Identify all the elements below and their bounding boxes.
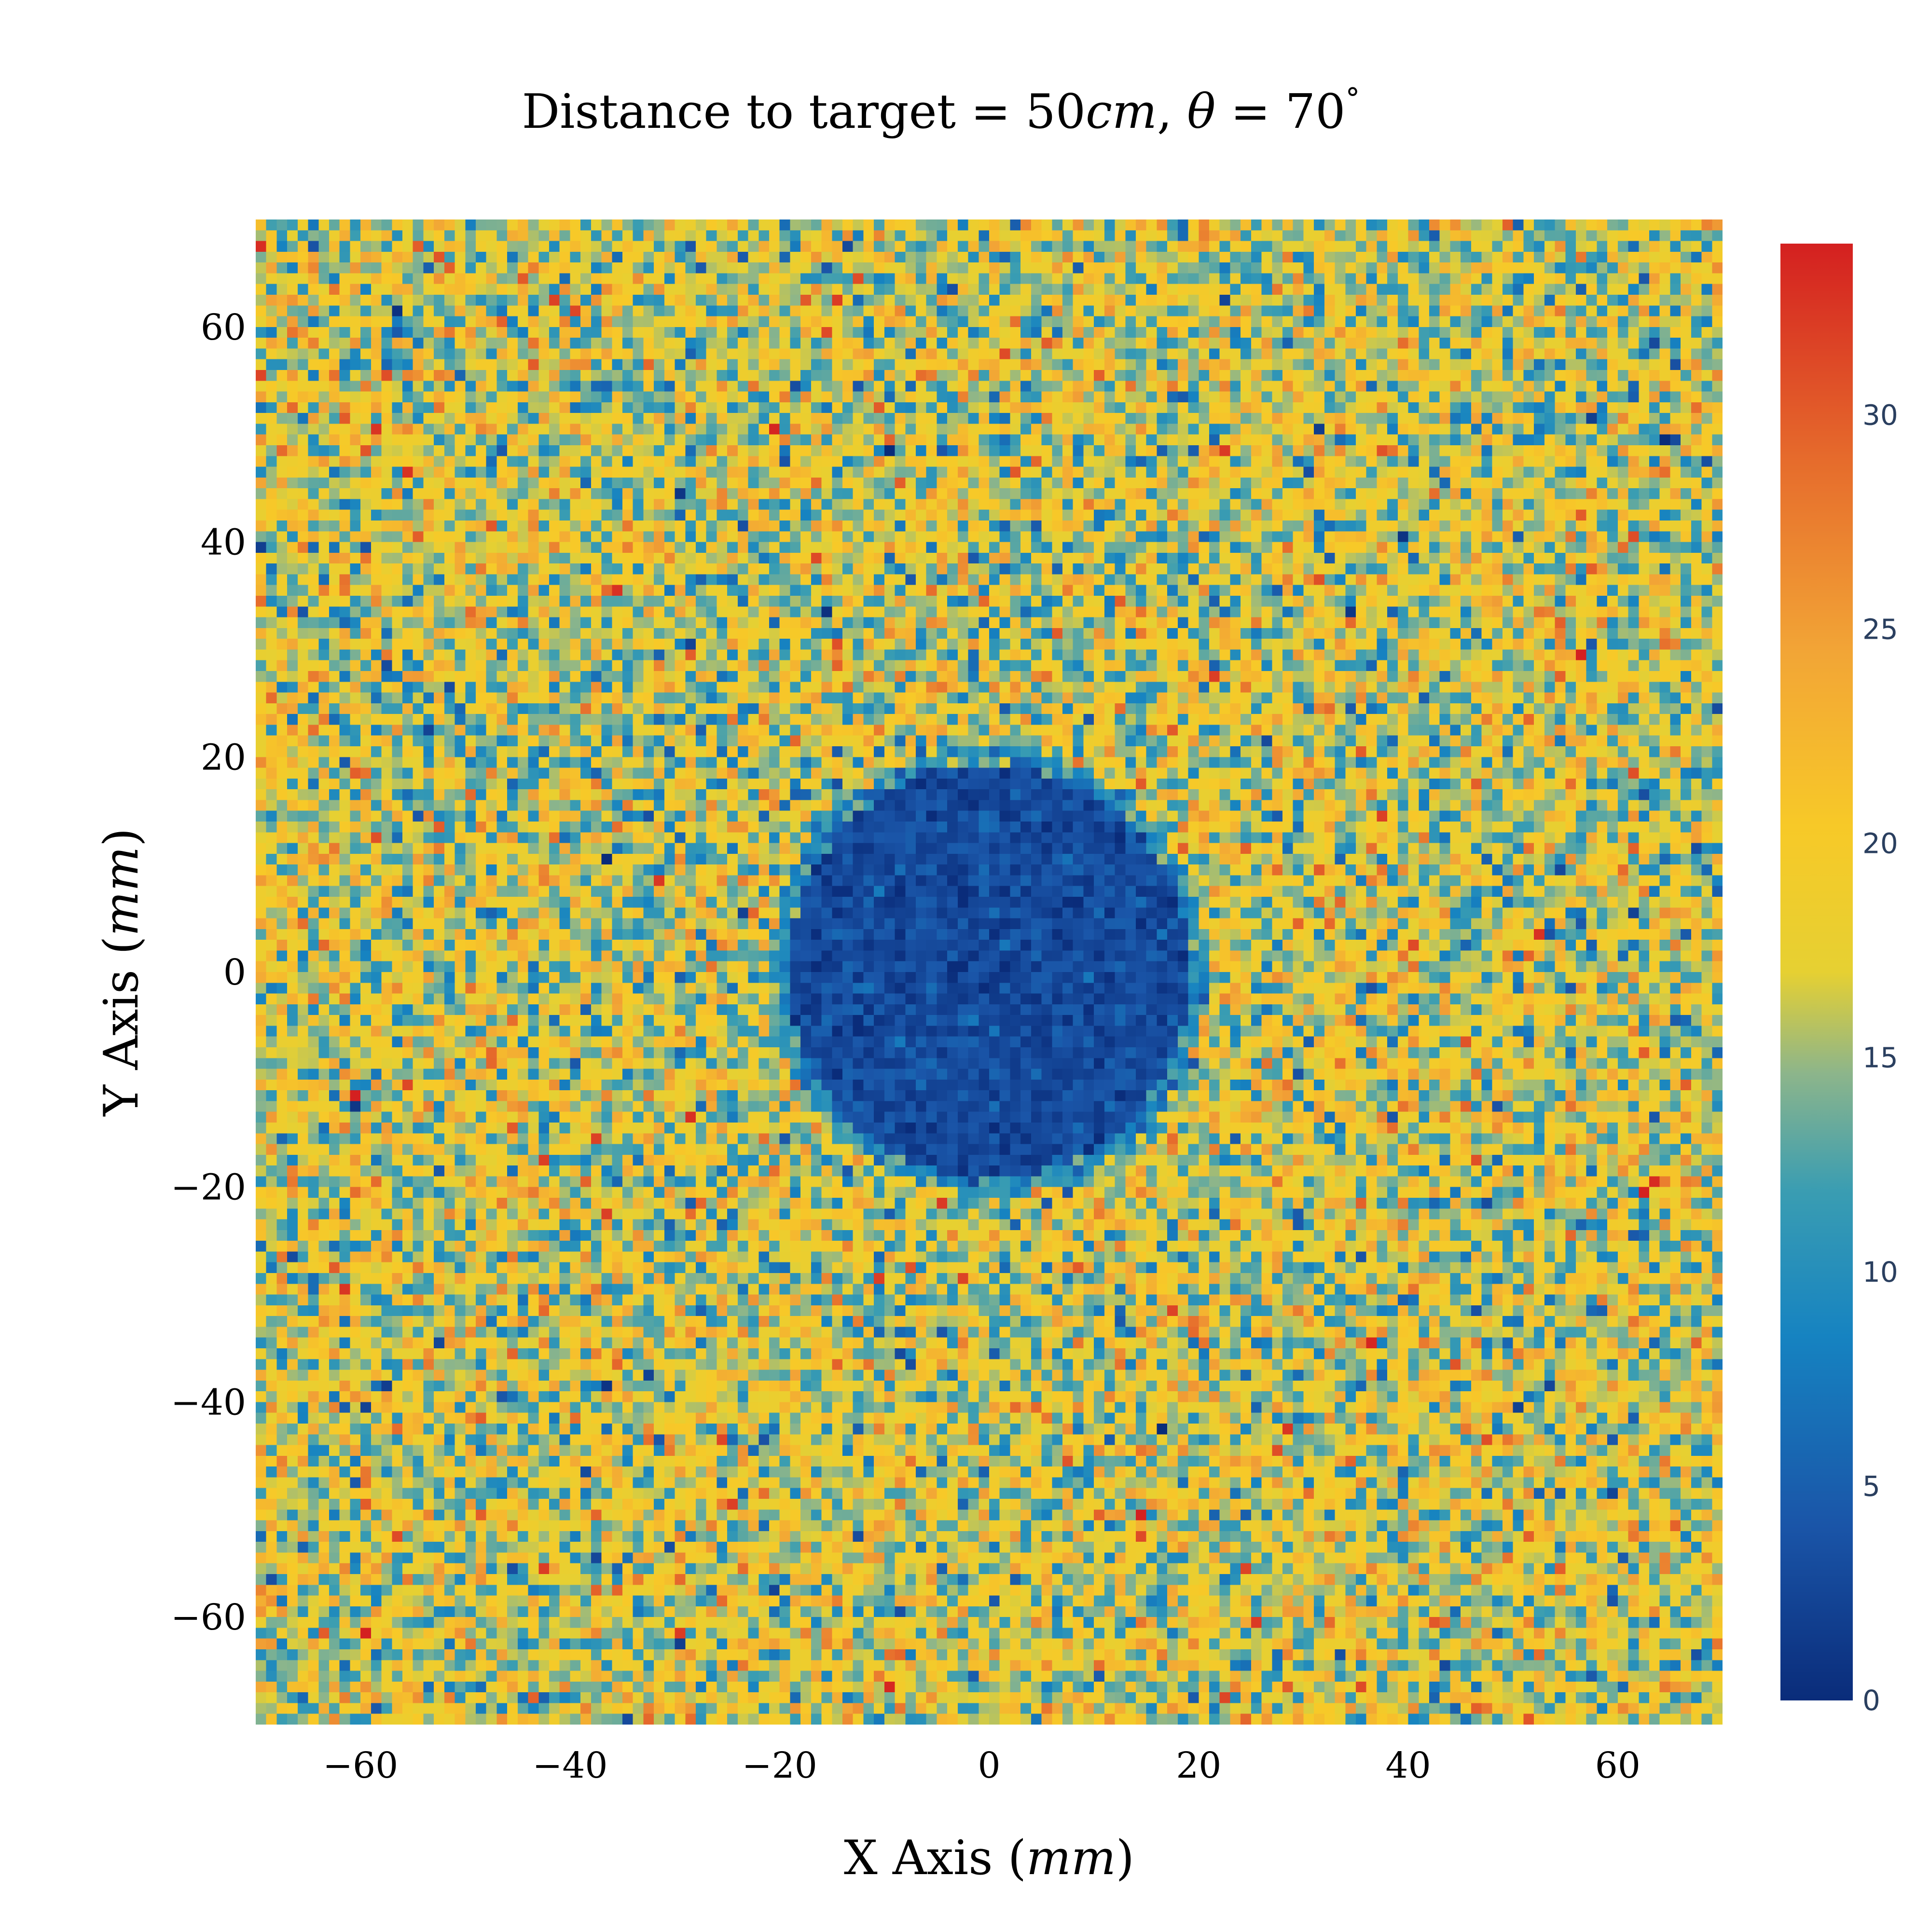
y-tick-label: 40 — [201, 522, 246, 563]
colorbar-tick-label: 15 — [1862, 1041, 1898, 1074]
x-axis-title: X Axis (mm) — [844, 1831, 1134, 1886]
heatmap-cells — [256, 219, 1723, 1725]
colorbar — [1780, 244, 1853, 1700]
y-tick-label: 0 — [223, 952, 246, 993]
title-unit: cm — [1086, 84, 1157, 139]
y-tick-label: −20 — [171, 1167, 246, 1208]
title-prefix: Distance to target = 50 — [522, 84, 1086, 139]
title-sep: , — [1157, 84, 1187, 139]
colorbar-tick-label: 5 — [1862, 1470, 1880, 1503]
y-tick-label: −40 — [171, 1382, 246, 1423]
y-axis-title: Y Axis (mm) — [94, 828, 149, 1117]
x-tick-label: 60 — [1595, 1745, 1640, 1786]
y-tick-label: 60 — [201, 307, 246, 348]
y-tick-label: 20 — [201, 737, 246, 778]
x-tick-label: 20 — [1176, 1745, 1221, 1786]
y-axis-ticks: −60 −40 −20 0 20 40 60 — [171, 307, 246, 1638]
colorbar-tick-label: 30 — [1862, 398, 1898, 431]
x-tick-label: −40 — [532, 1745, 607, 1786]
chart-title: Distance to target = 50cm, θ = 70° — [522, 82, 1360, 139]
title-eq: = 70 — [1215, 84, 1345, 139]
title-degree: ° — [1345, 82, 1360, 116]
x-tick-label: −60 — [323, 1745, 398, 1786]
x-tick-label: −20 — [742, 1745, 817, 1786]
x-axis-ticks: −60 −40 −20 0 20 40 60 — [323, 1745, 1640, 1786]
title-theta: θ — [1187, 84, 1215, 139]
colorbar-tick-label: 0 — [1862, 1684, 1880, 1717]
y-tick-label: −60 — [171, 1597, 246, 1638]
x-tick-label: 0 — [978, 1745, 1000, 1786]
colorbar-ticks: 0 5 10 15 20 25 30 — [1862, 398, 1898, 1717]
x-tick-label: 40 — [1385, 1745, 1431, 1786]
colorbar-tick-label: 25 — [1862, 613, 1898, 645]
colorbar-tick-label: 20 — [1862, 827, 1898, 860]
colorbar-tick-label: 10 — [1862, 1256, 1898, 1288]
